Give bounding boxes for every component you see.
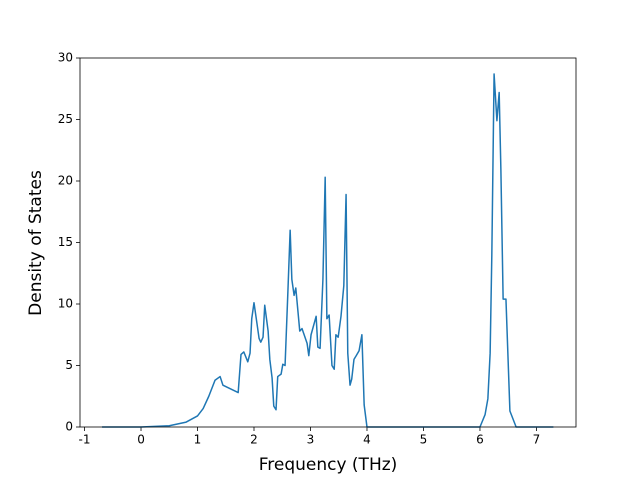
x-tick-label: 2 <box>250 433 258 447</box>
x-tick-label: 1 <box>194 433 202 447</box>
y-tick-label: 0 <box>65 420 73 434</box>
x-axis-label: Frequency (THz) <box>259 455 398 475</box>
y-tick-label: 5 <box>65 358 73 372</box>
y-tick-label: 20 <box>58 174 73 188</box>
x-tick-label: 7 <box>533 433 541 447</box>
x-tick-label: -1 <box>79 433 91 447</box>
x-tick-label: 5 <box>420 433 428 447</box>
x-tick-label: 0 <box>137 433 145 447</box>
y-tick-label: 15 <box>58 235 73 249</box>
x-tick-label: 4 <box>363 433 371 447</box>
y-tick-label: 10 <box>58 297 73 311</box>
x-tick-label: 3 <box>307 433 315 447</box>
y-tick-label: 25 <box>58 112 73 126</box>
plot-frame <box>79 57 577 428</box>
y-tick-label: 30 <box>58 51 73 65</box>
x-tick-label: 6 <box>476 433 484 447</box>
y-axis-label: Density of States <box>26 170 46 316</box>
